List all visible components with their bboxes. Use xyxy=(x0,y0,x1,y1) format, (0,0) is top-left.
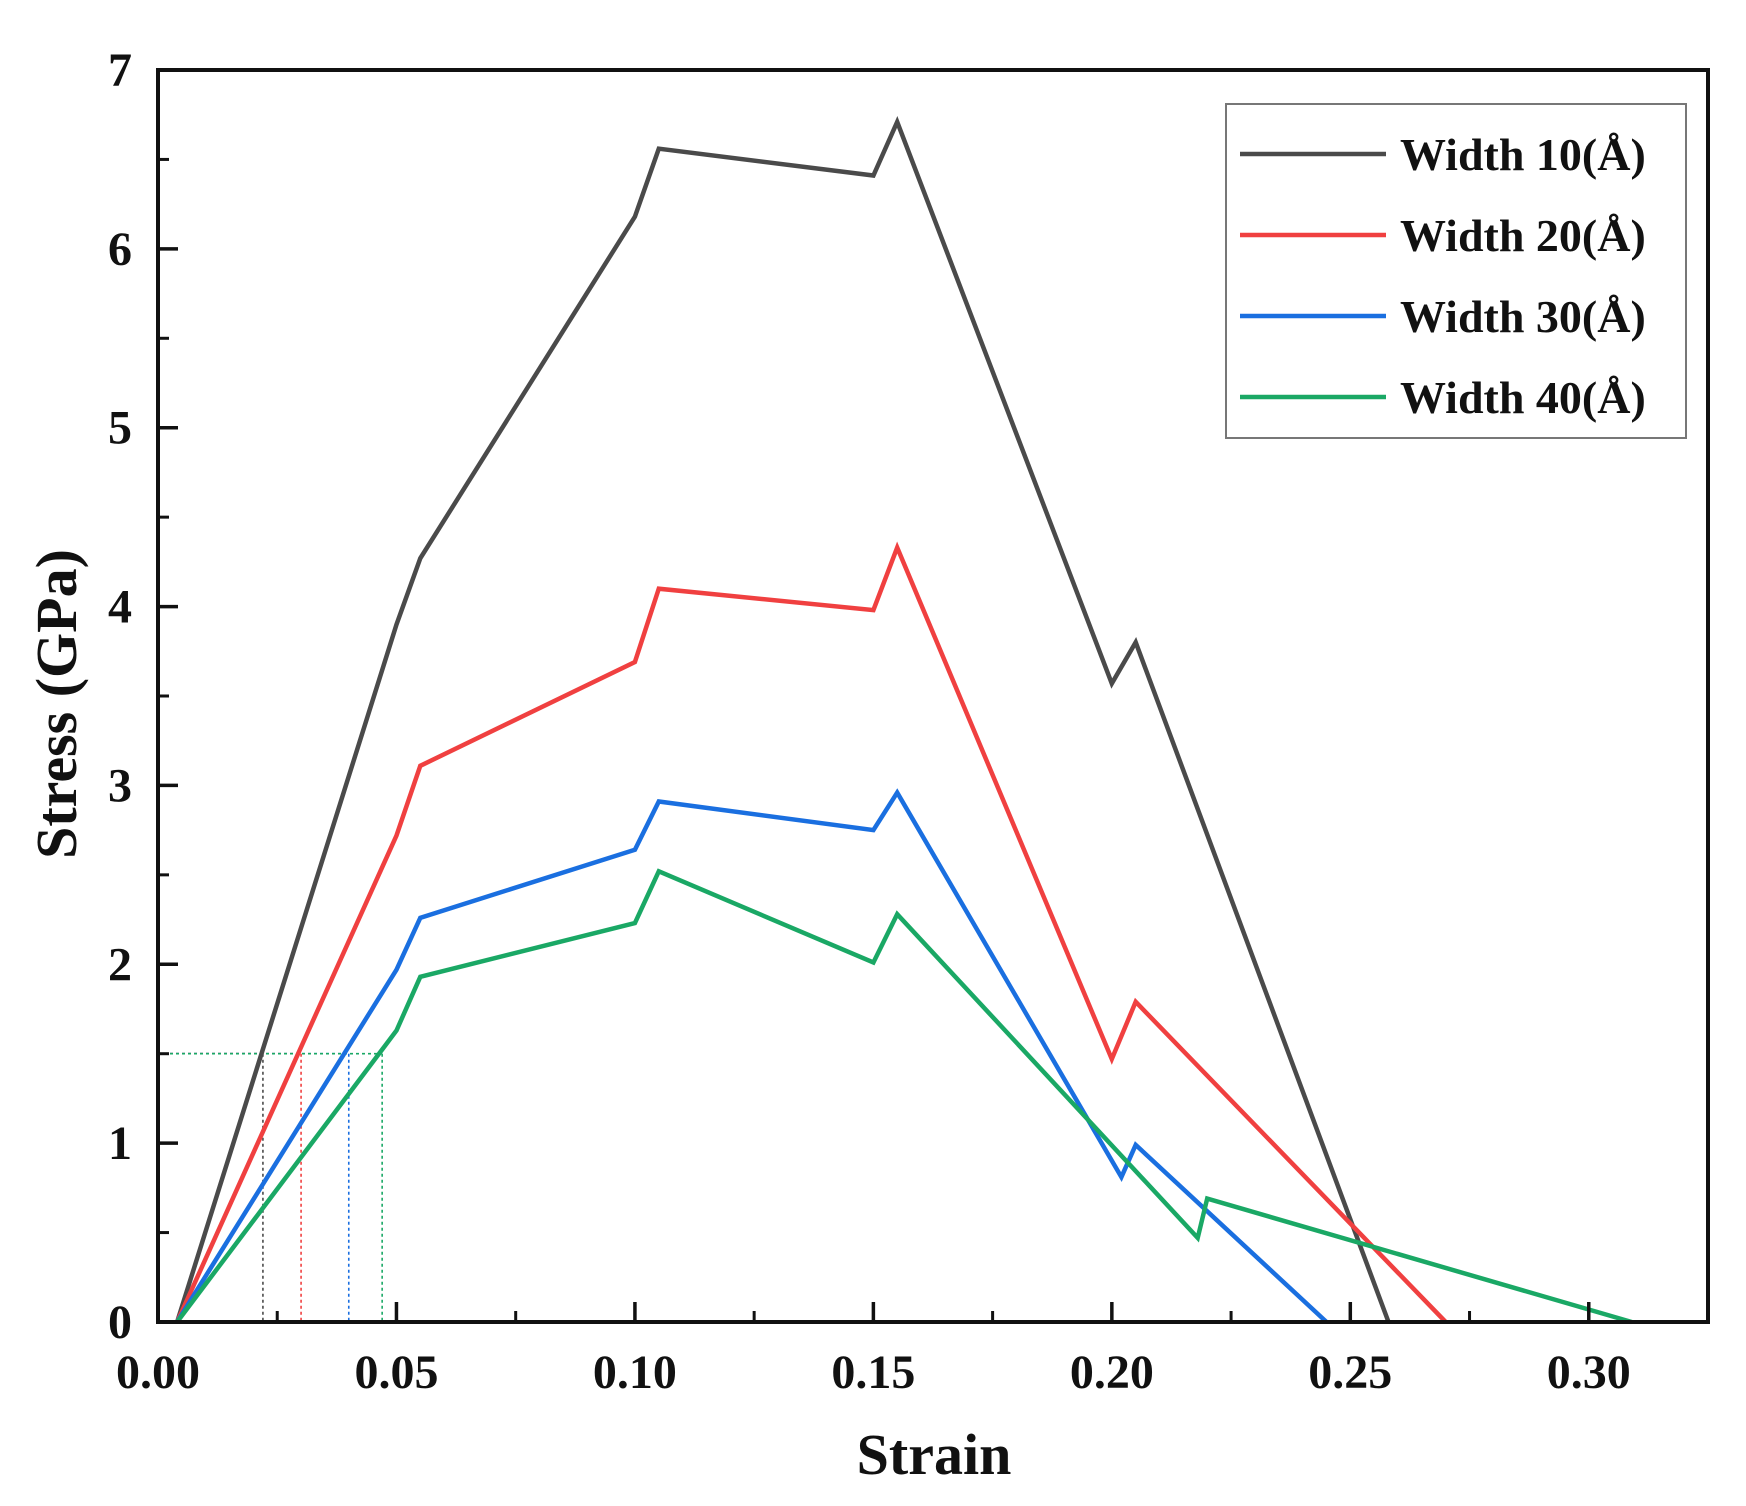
legend-label-2: Width 20(Å) xyxy=(1400,210,1646,261)
y-tick-label: 6 xyxy=(108,223,132,276)
x-tick-label: 0.05 xyxy=(354,1346,438,1399)
y-axis-title: Stress (GPa) xyxy=(24,549,89,859)
series-line-4 xyxy=(175,868,1633,1325)
x-tick-label: 0.20 xyxy=(1070,1346,1154,1399)
legend-label-1: Width 10(Å) xyxy=(1400,129,1646,180)
legend: Width 10(Å) Width 20(Å) Width 30(Å) Width 4… xyxy=(1225,103,1687,439)
tick-labels: 0.00 0.05 0.10 0.15 0.20 0.25 0.30 0 1 2 3 4 5 6 7 xyxy=(108,44,1631,1399)
x-tick-label: 0.25 xyxy=(1308,1346,1392,1399)
y-tick-label: 3 xyxy=(108,759,132,812)
y-tick-label: 0 xyxy=(108,1296,132,1349)
x-axis-title: Strain xyxy=(857,1422,1012,1487)
y-tick-label: 1 xyxy=(108,1117,132,1170)
x-tick-label: 0.30 xyxy=(1547,1346,1631,1399)
x-tick-label: 0.00 xyxy=(116,1346,200,1399)
x-tick-label: 0.10 xyxy=(593,1346,677,1399)
legend-label-4: Width 40(Å) xyxy=(1400,372,1646,423)
x-tick-label: 0.15 xyxy=(831,1346,915,1399)
y-tick-label: 2 xyxy=(108,938,132,991)
series-lines xyxy=(174,116,1633,1325)
legend-label-3: Width 30(Å) xyxy=(1400,291,1646,342)
y-tick-label: 5 xyxy=(108,402,132,455)
y-tick-label: 7 xyxy=(108,44,132,97)
tick-marks xyxy=(156,68,1591,1324)
series-line-2 xyxy=(175,541,1448,1324)
legend-box xyxy=(1225,103,1687,439)
series-line-1 xyxy=(174,116,1391,1323)
y-tick-label: 4 xyxy=(108,581,132,634)
